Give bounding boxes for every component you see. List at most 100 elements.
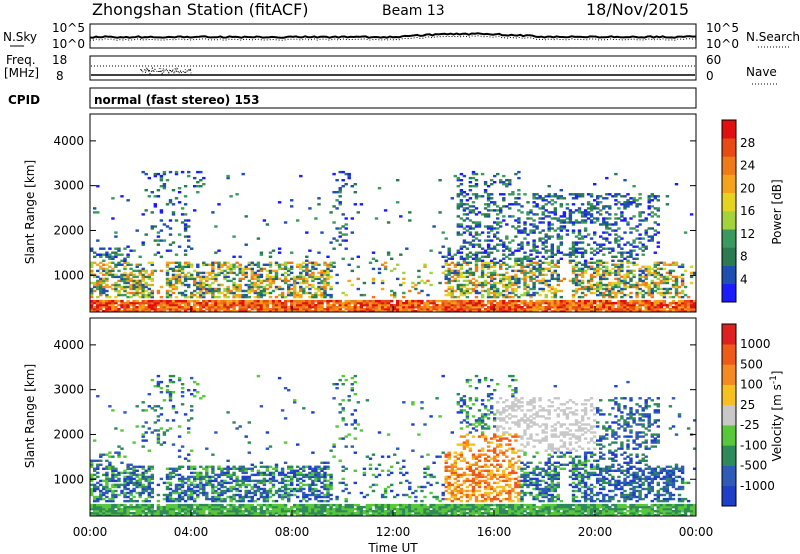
power-cell <box>562 221 567 224</box>
power-cell <box>553 209 557 212</box>
power-cell <box>502 205 506 208</box>
power-colorbar-swatch <box>722 174 736 194</box>
velocity-cell <box>208 497 212 501</box>
power-cell <box>490 295 494 299</box>
velocity-cell <box>105 491 109 495</box>
power-cell <box>474 269 479 273</box>
velocity-cell <box>156 507 161 511</box>
power-cell <box>368 303 373 307</box>
power-cell <box>599 308 603 311</box>
power-cell <box>165 265 170 268</box>
power-cell <box>441 299 445 303</box>
power-cell <box>235 283 239 287</box>
velocity-cell <box>171 391 176 394</box>
power-cell <box>268 251 273 254</box>
power-cell <box>126 310 130 313</box>
velocity-cell <box>93 514 97 517</box>
power-cell <box>450 308 454 311</box>
power-cell <box>168 295 173 299</box>
power-cell <box>305 265 309 268</box>
power-cell <box>571 301 576 305</box>
power-cell <box>556 310 560 313</box>
power-cell <box>226 289 230 293</box>
power-cell <box>580 269 585 273</box>
power-cell <box>223 295 227 299</box>
velocity-cell <box>168 481 173 485</box>
power-cell <box>90 287 94 291</box>
velocity-cell <box>171 489 176 493</box>
power-cell <box>90 265 94 268</box>
power-cell <box>580 267 585 271</box>
power-cell <box>659 275 663 279</box>
power-cell <box>559 221 563 224</box>
power-cell <box>462 213 467 216</box>
power-cell <box>459 172 464 176</box>
power-cell <box>574 221 579 224</box>
power-cell <box>650 308 654 311</box>
power-cell <box>262 308 267 311</box>
power-cell <box>626 285 630 289</box>
power-cell <box>577 195 582 198</box>
power-cell <box>674 275 679 279</box>
power-cell <box>596 273 600 277</box>
power-cell <box>620 215 624 218</box>
velocity-cell <box>220 481 224 485</box>
power-cell <box>538 303 542 307</box>
power-cell <box>526 308 530 311</box>
power-cell <box>180 269 185 273</box>
power-cell <box>259 269 264 273</box>
power-cell <box>580 203 585 206</box>
power-cell <box>502 197 506 200</box>
power-cell <box>599 263 603 266</box>
power-cell <box>638 279 642 283</box>
power-cell <box>123 308 127 311</box>
power-cell <box>253 271 257 275</box>
power-cell <box>620 279 624 283</box>
power-cell <box>593 221 597 224</box>
velocity-cell <box>123 411 127 414</box>
beam-label: Beam 13 <box>382 3 445 19</box>
velocity-cell <box>90 475 94 479</box>
power-cell <box>553 303 557 307</box>
velocity-cell <box>147 465 151 468</box>
power-cell <box>377 308 382 311</box>
velocity-cell <box>114 512 118 515</box>
power-cell <box>205 299 209 303</box>
power-cell <box>535 303 539 307</box>
power-cell <box>635 283 639 287</box>
power-cell <box>235 301 239 305</box>
velocity-cell <box>147 503 151 507</box>
power-cell <box>511 191 515 194</box>
power-cell <box>459 201 464 204</box>
power-cell <box>583 215 588 218</box>
velocity-cell <box>235 477 239 481</box>
power-cell <box>405 299 409 303</box>
power-cell <box>480 255 485 258</box>
velocity-cell <box>205 491 209 495</box>
power-cell <box>232 293 236 297</box>
power-cell <box>453 308 457 311</box>
power-cell <box>162 239 167 242</box>
power-cell <box>671 310 676 313</box>
velocity-cell <box>111 505 115 509</box>
power-cell <box>280 303 285 307</box>
power-cell <box>480 273 485 277</box>
power-cell <box>232 263 236 266</box>
power-cell <box>177 301 182 305</box>
power-cell <box>411 299 415 303</box>
velocity-cell <box>102 510 106 513</box>
power-cell <box>638 197 642 200</box>
power-cell <box>317 271 321 275</box>
power-cell <box>390 306 394 309</box>
power-cell <box>374 310 379 313</box>
power-cell <box>447 285 451 289</box>
power-cell <box>268 285 273 289</box>
velocity-cell <box>211 475 215 479</box>
power-cell <box>538 279 542 283</box>
power-cell <box>244 243 248 246</box>
velocity-cell <box>99 479 103 483</box>
power-cell <box>111 255 115 258</box>
velocity-cell <box>268 510 273 513</box>
velocity-cell <box>223 497 227 501</box>
power-cell <box>326 303 330 307</box>
